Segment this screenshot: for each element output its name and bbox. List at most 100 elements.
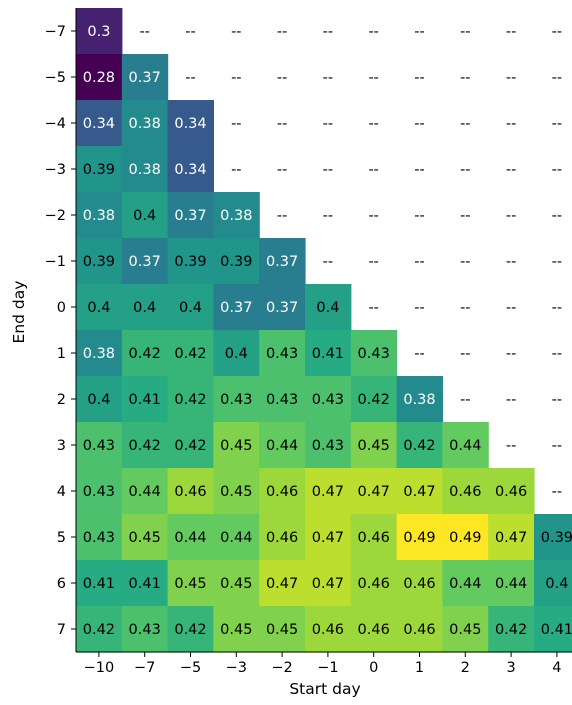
- heatmap-missing-label: --: [277, 24, 287, 40]
- heatmap-cell: [350, 376, 398, 423]
- heatmap-cell-value: 0.38: [83, 346, 115, 362]
- heatmap-missing-label: --: [185, 70, 195, 86]
- heatmap-cell-value: 0.41: [312, 346, 344, 362]
- heatmap-cell: [534, 606, 572, 653]
- heatmap-cell-value: 0.3: [87, 24, 110, 40]
- x-tick-label: 2: [461, 660, 470, 676]
- heatmap-cell-value: 0.39: [220, 254, 252, 270]
- heatmap-cell: [396, 514, 443, 561]
- heatmap-cell: [488, 468, 535, 515]
- x-tick-label: 1: [415, 660, 424, 676]
- heatmap-cell: [396, 376, 443, 423]
- heatmap-cell-value: 0.47: [495, 530, 527, 546]
- heatmap-cell-value: 0.43: [83, 484, 115, 500]
- heatmap-cell-value: 0.39: [83, 254, 115, 270]
- heatmap-cell-value: 0.46: [266, 484, 298, 500]
- heatmap-missing-label: --: [460, 300, 470, 316]
- heatmap-cell: [213, 514, 260, 561]
- heatmap-cell-value: 0.47: [266, 576, 298, 592]
- heatmap-missing-label: --: [552, 484, 562, 500]
- heatmap-cell: [76, 514, 123, 561]
- heatmap-cell-value: 0.4: [87, 392, 110, 408]
- heatmap-cell: [259, 422, 306, 469]
- heatmap-cell: [396, 560, 443, 607]
- heatmap-cell: [121, 560, 169, 607]
- heatmap-cell-value: 0.4: [545, 576, 568, 592]
- heatmap-cell: [121, 468, 169, 515]
- heatmap-cell: [259, 560, 306, 607]
- heatmap-missing-label: --: [414, 116, 424, 132]
- heatmap-cell-value: 0.34: [83, 116, 115, 132]
- heatmap-cell-value: 0.4: [225, 346, 248, 362]
- heatmap-cell: [167, 100, 214, 147]
- heatmap-cell-value: 0.46: [495, 484, 527, 500]
- x-tick-label: −2: [271, 660, 292, 676]
- heatmap-missing-label: --: [323, 208, 333, 224]
- heatmap-cell-value: 0.44: [449, 576, 481, 592]
- x-tick-label: −5: [180, 660, 201, 676]
- heatmap-cell: [350, 422, 398, 469]
- heatmap-cell-value: 0.28: [83, 70, 115, 86]
- heatmap-missing-label: --: [414, 24, 424, 40]
- heatmap-cell-value: 0.39: [541, 530, 572, 546]
- heatmap-cell-value: 0.37: [220, 300, 252, 316]
- x-tick-label: −10: [84, 660, 115, 676]
- heatmap-missing-label: --: [552, 162, 562, 178]
- y-tick-label: −7: [45, 24, 66, 40]
- heatmap-cell: [121, 514, 169, 561]
- heatmap-cell: [213, 560, 260, 607]
- x-tick-label: 3: [506, 660, 515, 676]
- heatmap-cell-value: 0.38: [129, 162, 161, 178]
- heatmap-cell-value: 0.45: [220, 622, 252, 638]
- heatmap-cell: [350, 330, 398, 377]
- y-tick-label: 0: [57, 300, 66, 316]
- heatmap-missing-label: --: [231, 116, 241, 132]
- heatmap-cell: [442, 560, 489, 607]
- heatmap-cell: [121, 54, 169, 101]
- y-tick-label: −3: [45, 162, 66, 178]
- heatmap-missing-label: --: [323, 24, 333, 40]
- heatmap-cell-value: 0.46: [403, 576, 435, 592]
- heatmap-cell-value: 0.43: [83, 438, 115, 454]
- heatmap-cell-value: 0.46: [358, 530, 390, 546]
- heatmap-cell: [76, 284, 123, 331]
- heatmap-missing-label: --: [506, 254, 516, 270]
- x-tick-label: 4: [552, 660, 561, 676]
- heatmap-missing-label: --: [323, 70, 333, 86]
- y-tick-label: 3: [57, 438, 66, 454]
- heatmap-cell-value: 0.4: [179, 300, 202, 316]
- heatmap-cell: [305, 422, 352, 469]
- heatmap-cell-value: 0.47: [403, 484, 435, 500]
- heatmap-cell: [167, 192, 214, 239]
- heatmap-cell: [305, 284, 352, 331]
- heatmap-missing-label: --: [506, 438, 516, 454]
- heatmap-cell: [213, 192, 260, 239]
- heatmap-missing-label: --: [368, 254, 378, 270]
- heatmap-cell-value: 0.43: [312, 392, 344, 408]
- heatmap-cell-value: 0.38: [83, 208, 115, 224]
- heatmap-cell: [259, 330, 306, 377]
- heatmap-cell: [534, 514, 572, 561]
- heatmap-cell-value: 0.42: [174, 622, 206, 638]
- heatmap-cell-value: 0.45: [449, 622, 481, 638]
- heatmap-missing-label: --: [552, 208, 562, 224]
- heatmap-cell: [350, 606, 398, 653]
- heatmap-missing-label: --: [414, 162, 424, 178]
- heatmap-missing-label: --: [506, 346, 516, 362]
- heatmap-cell: [442, 468, 489, 515]
- heatmap-missing-label: --: [506, 70, 516, 86]
- heatmap-cell: [167, 284, 214, 331]
- heatmap-cell: [213, 422, 260, 469]
- heatmap-cell-value: 0.47: [358, 484, 390, 500]
- heatmap-cell-value: 0.42: [174, 346, 206, 362]
- heatmap-missing-label: --: [231, 70, 241, 86]
- heatmap-cell: [259, 468, 306, 515]
- heatmap-cell: [305, 606, 352, 653]
- heatmap-cell-value: 0.47: [312, 576, 344, 592]
- heatmap-cell-value: 0.43: [312, 438, 344, 454]
- heatmap-missing-label: --: [552, 24, 562, 40]
- heatmap-cell-value: 0.37: [129, 254, 161, 270]
- heatmap-cell: [121, 284, 169, 331]
- heatmap-cell: [121, 192, 169, 239]
- heatmap-cell: [396, 468, 443, 515]
